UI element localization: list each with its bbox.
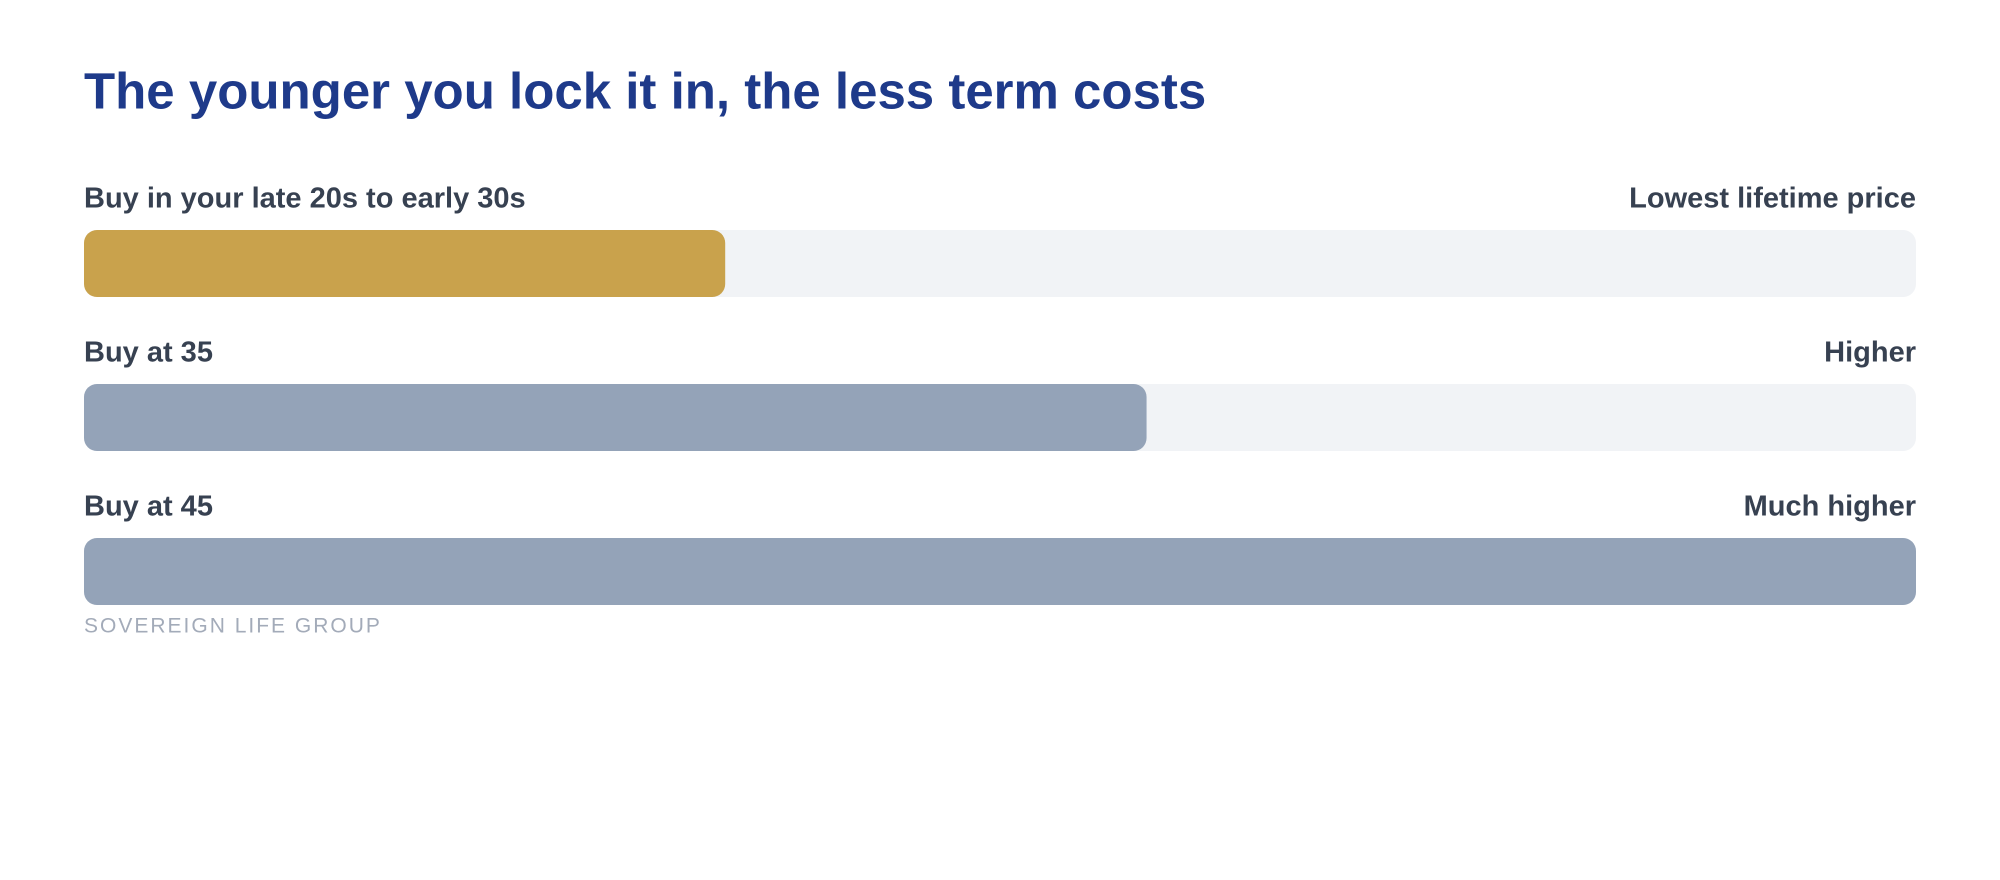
chart-title: The younger you lock it in, the less ter…: [84, 62, 1206, 119]
source: SOVEREIGN LIFE GROUP: [84, 615, 382, 638]
row-description: Much higher: [1744, 491, 1916, 523]
bar: [84, 538, 1916, 605]
bar: [84, 230, 726, 297]
row-label: Buy at 35: [84, 337, 213, 369]
row-label: Buy at 45: [84, 491, 213, 523]
bar: [84, 384, 1147, 451]
row-description: Lowest lifetime price: [1629, 183, 1916, 215]
row-description: Higher: [1824, 337, 1916, 369]
row-label: Buy in your late 20s to early 30s: [84, 183, 526, 215]
